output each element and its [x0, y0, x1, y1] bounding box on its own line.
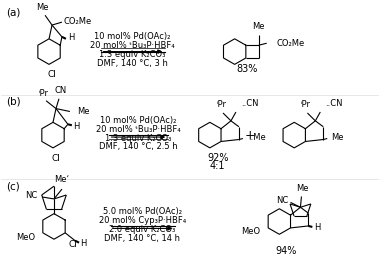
Text: 92%: 92% [207, 153, 228, 163]
Text: ..CN: ..CN [325, 99, 343, 108]
Text: Cl: Cl [68, 240, 77, 249]
Text: H: H [73, 122, 79, 131]
Text: Cl: Cl [51, 154, 60, 163]
Text: Cl: Cl [47, 70, 56, 79]
Text: H: H [314, 223, 321, 232]
Text: Me‘: Me‘ [54, 175, 70, 184]
Text: 2.0 equiv K₂CO₃: 2.0 equiv K₂CO₃ [109, 225, 176, 234]
Text: 1.3 equiv K₂CO₃: 1.3 equiv K₂CO₃ [105, 133, 171, 142]
Text: MeO: MeO [16, 233, 35, 242]
Text: DMF, 140 °C, 14 h: DMF, 140 °C, 14 h [105, 234, 180, 243]
Text: Me: Me [331, 133, 344, 142]
Text: NC: NC [276, 196, 288, 205]
Text: DMF, 140 °C, 3 h: DMF, 140 °C, 3 h [97, 59, 168, 68]
Text: ..Me: ..Me [248, 133, 266, 142]
Text: CO₂Me: CO₂Me [277, 39, 305, 48]
Text: CN: CN [55, 86, 67, 95]
Text: Me: Me [296, 184, 309, 193]
Text: 10 mol% Pd(OAc)₂: 10 mol% Pd(OAc)₂ [100, 116, 177, 125]
Text: 20 mol% ᵗBu₃P·HBF₄: 20 mol% ᵗBu₃P·HBF₄ [90, 41, 175, 50]
Text: Me: Me [77, 107, 89, 116]
Text: DMF, 140 °C, 2.5 h: DMF, 140 °C, 2.5 h [99, 142, 178, 151]
Text: 20 mol% Cyp₃P·HBF₄: 20 mol% Cyp₃P·HBF₄ [99, 216, 186, 225]
Text: Me: Me [36, 3, 48, 12]
Text: ⁱPr: ⁱPr [301, 100, 310, 109]
Text: (c): (c) [6, 181, 20, 191]
Text: CO₂Me: CO₂Me [64, 17, 92, 26]
Text: 20 mol% ᵗBu₃P·HBF₄: 20 mol% ᵗBu₃P·HBF₄ [96, 125, 181, 134]
Text: H: H [80, 239, 86, 248]
Text: 5.0 mol% Pd(OAc)₂: 5.0 mol% Pd(OAc)₂ [103, 207, 182, 216]
Text: ⁱPr: ⁱPr [216, 100, 226, 109]
Text: 1.3 equiv K₂CO₃: 1.3 equiv K₂CO₃ [99, 50, 166, 59]
Text: ..CN: ..CN [241, 99, 258, 108]
Text: +: + [244, 129, 255, 142]
Text: 10 mol% Pd(OAc)₂: 10 mol% Pd(OAc)₂ [94, 32, 171, 41]
Text: Me: Me [252, 22, 265, 32]
Text: H: H [68, 33, 74, 42]
Text: NC: NC [25, 192, 37, 201]
Text: 83%: 83% [236, 64, 257, 74]
Text: (b): (b) [6, 97, 21, 107]
Text: 4:1: 4:1 [210, 161, 226, 170]
Text: ⁱPr: ⁱPr [38, 89, 48, 98]
Text: MeO: MeO [241, 227, 260, 236]
Text: (a): (a) [6, 7, 21, 17]
Text: 94%: 94% [276, 246, 297, 256]
